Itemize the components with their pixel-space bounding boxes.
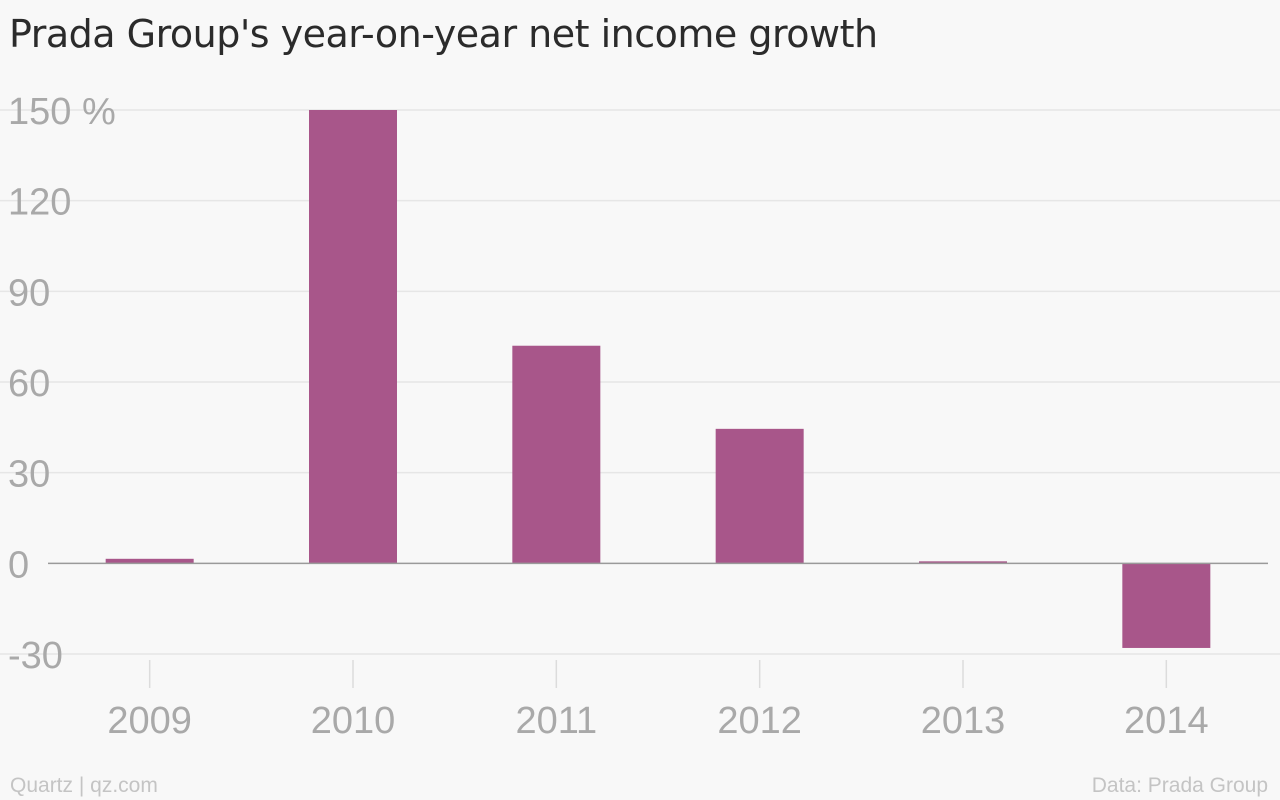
source-text: Data: Prada Group — [1091, 774, 1268, 797]
bar-2009 — [105, 558, 194, 564]
axis-layer: 150 % 120 90 60 30 0 -30 2009 2010 2011 2012 2013 20… — [8, 91, 1268, 742]
y-tick-label: 120 — [8, 182, 71, 224]
y-tick-label: 0 — [8, 544, 29, 586]
y-tick-label: -30 — [8, 635, 63, 677]
bar-2013 — [919, 561, 1007, 564]
bar-2011 — [512, 345, 601, 564]
y-tick-label: 30 — [8, 454, 50, 496]
x-tick-label: 2009 — [107, 700, 192, 742]
y-tick-label: 150 % — [8, 91, 116, 133]
bar-layer — [105, 110, 1211, 648]
bar-2010 — [309, 110, 397, 564]
x-tick-label: 2013 — [921, 700, 1006, 742]
x-tick-label: 2011 — [515, 700, 597, 742]
x-tick-label: 2010 — [311, 700, 396, 742]
x-tick-label: 2014 — [1124, 700, 1209, 742]
credit-text: Quartz | qz.com — [10, 774, 158, 797]
y-tick-label: 90 — [8, 272, 50, 314]
x-tick-label: 2012 — [717, 700, 802, 742]
bar-2014 — [1122, 563, 1211, 648]
chart-title: Prada Group's year-on-year net income gr… — [9, 12, 878, 56]
grid-layer — [0, 109, 1280, 655]
y-tick-label: 60 — [8, 363, 50, 405]
bar-2012 — [715, 428, 804, 564]
